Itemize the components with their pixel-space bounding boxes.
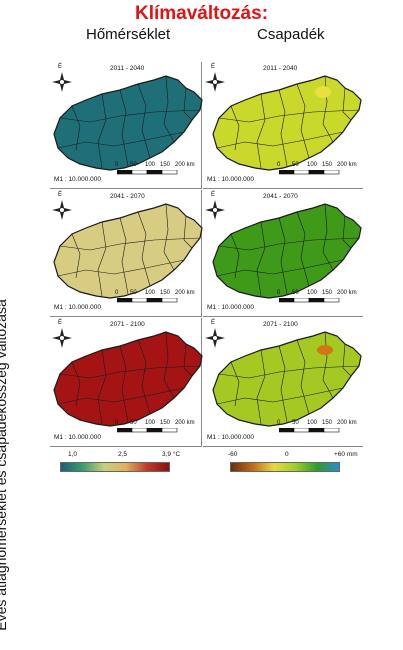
scale-tick-label: 150	[160, 162, 171, 168]
scale-tick-label: 50	[292, 162, 299, 168]
prec-map-panel: 2071 - 2100 É 0 50 100 150 200 km M1 : 10.000.0…	[203, 318, 363, 447]
period-label: 2071 - 2100	[110, 321, 145, 328]
hungary-map	[53, 75, 203, 171]
temperature-legend-bar	[60, 462, 170, 472]
precipitation-legend-mid: 0	[285, 451, 289, 458]
scale-tick-label: 0	[277, 162, 281, 168]
compass-icon	[52, 328, 72, 348]
scale-tick-label: 50	[130, 162, 137, 168]
scale-bar	[117, 170, 178, 175]
temperature-legend-min: 1,0	[68, 451, 78, 458]
scale-tick-label: 100	[307, 420, 318, 426]
scale-tick-label: 200 km	[337, 290, 357, 296]
precipitation-legend-bar	[230, 462, 340, 472]
column-title-temperature: Hőmérséklet	[86, 26, 171, 43]
scale-tick-label: 0	[115, 162, 119, 168]
scale-tick-label: 200 km	[175, 162, 195, 168]
temperature-legend-max: 3,9 °C	[162, 451, 181, 458]
scale-tick-label: 200 km	[337, 420, 357, 426]
scale-tick-label: 150	[160, 420, 171, 426]
scale-tick-label: 100	[307, 290, 318, 296]
hungary-map	[53, 203, 203, 299]
vertical-axis-label: Éves átlaghőmérséklet és csapadékösszeg …	[0, 299, 9, 631]
compass-icon	[205, 72, 225, 92]
compass-icon	[52, 200, 72, 220]
scale-tick-label: 100	[145, 420, 156, 426]
scale-bar	[117, 298, 178, 303]
compass-icon	[205, 328, 225, 348]
scale-tick-label: 100	[145, 162, 156, 168]
scale-tick-label: 50	[130, 290, 137, 296]
scale-tick-label: 150	[322, 162, 333, 168]
scale-tick-label: 0	[277, 290, 281, 296]
scale-tick-label: 200 km	[175, 290, 195, 296]
map-scale-ratio: M1 : 10.000.000	[207, 304, 254, 311]
column-title-precipitation: Csapadék	[257, 26, 325, 43]
north-label: É	[58, 320, 63, 326]
north-label: É	[58, 64, 63, 70]
map-scale-ratio: M1 : 10.000.000	[54, 304, 101, 311]
scale-tick-label: 200 km	[337, 162, 357, 168]
temp-map-panel: 2041 - 2070 É 0 50 100 150 200 km M1 : 10.000.0…	[50, 190, 203, 317]
hungary-map	[212, 331, 362, 427]
scale-tick-label: 50	[292, 420, 299, 426]
scale-tick-label: 200 km	[175, 420, 195, 426]
scale-bar	[117, 428, 178, 433]
map-scale-ratio: M1 : 10.000.000	[207, 176, 254, 183]
temperature-legend-mid: 2,5	[118, 451, 128, 458]
scale-tick-label: 0	[277, 420, 281, 426]
scale-tick-label: 50	[292, 290, 299, 296]
prec-map-panel: 2041 - 2070 É 0 50 100 150 200 km M1 : 10.000.0…	[203, 190, 363, 317]
map-scale-ratio: M1 : 10.000.000	[207, 434, 254, 441]
compass-icon	[52, 72, 72, 92]
north-label: É	[211, 64, 216, 70]
scale-tick-label: 0	[115, 290, 119, 296]
hungary-map	[212, 75, 362, 171]
compass-icon	[205, 200, 225, 220]
period-label: 2071 - 2100	[263, 321, 298, 328]
period-label: 2041 - 2070	[110, 193, 145, 200]
scale-tick-label: 100	[307, 162, 318, 168]
map-scale-ratio: M1 : 10.000.000	[54, 434, 101, 441]
period-label: 2041 - 2070	[263, 193, 298, 200]
period-label: 2011 - 2040	[263, 65, 298, 72]
map-scale-ratio: M1 : 10.000.000	[54, 176, 101, 183]
north-label: É	[211, 320, 216, 326]
precipitation-legend-max: +60 mm	[334, 451, 358, 458]
north-label: É	[211, 192, 216, 198]
main-title: Klímaváltozás:	[134, 3, 269, 24]
prec-map-panel: 2011 - 2040 É 0 50 100 150 200 km M1 : 10.000.0…	[203, 62, 363, 189]
temp-map-panel: 2011 - 2040 É 0 50 100 150 200 km M1 : 10.000.0…	[50, 62, 203, 189]
scale-tick-label: 150	[160, 290, 171, 296]
scale-tick-label: 0	[115, 420, 119, 426]
scale-tick-label: 50	[130, 420, 137, 426]
north-label: É	[58, 192, 63, 198]
hungary-map	[212, 203, 362, 299]
scale-bar	[279, 298, 340, 303]
precipitation-legend-min: -60	[228, 451, 238, 458]
scale-tick-label: 100	[145, 290, 156, 296]
scale-tick-label: 150	[322, 290, 333, 296]
hungary-map	[53, 331, 203, 427]
period-label: 2011 - 2040	[110, 65, 145, 72]
temp-map-panel: 2071 - 2100 É 0 50 100 150 200 km M1 : 10.000.0…	[50, 318, 203, 447]
scale-tick-label: 150	[322, 420, 333, 426]
scale-bar	[279, 428, 340, 433]
scale-bar	[279, 170, 340, 175]
